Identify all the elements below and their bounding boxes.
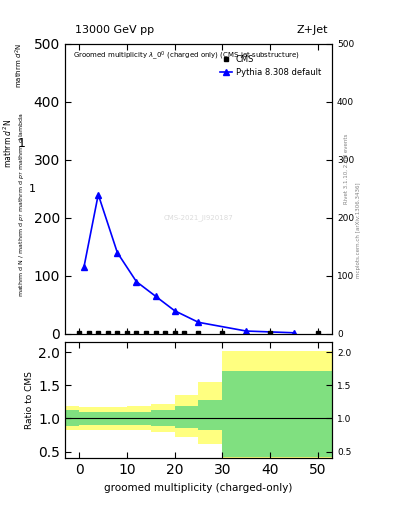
CMS	[143, 330, 148, 336]
Pythia 8.308 default	[172, 308, 177, 314]
Pythia 8.308 default	[292, 330, 296, 336]
CMS	[134, 330, 139, 336]
Pythia 8.308 default	[244, 328, 248, 334]
CMS	[268, 330, 272, 336]
Text: 1: 1	[29, 184, 36, 194]
Text: 13000 GeV pp: 13000 GeV pp	[75, 25, 154, 35]
CMS	[96, 330, 101, 336]
Text: 1: 1	[18, 137, 26, 150]
Line: CMS: CMS	[77, 330, 320, 335]
Y-axis label: Ratio to CMS: Ratio to CMS	[25, 371, 34, 429]
CMS	[220, 330, 225, 336]
CMS	[115, 330, 120, 336]
CMS	[125, 330, 129, 336]
Text: CMS-2021_JI920187: CMS-2021_JI920187	[163, 215, 233, 221]
Pythia 8.308 default	[153, 293, 158, 299]
Text: mathrm $d^2$N: mathrm $d^2$N	[14, 44, 25, 89]
Legend: CMS, Pythia 8.308 default: CMS, Pythia 8.308 default	[218, 53, 323, 79]
Pythia 8.308 default	[82, 264, 86, 270]
Pythia 8.308 default	[115, 249, 120, 255]
Text: mcplots.cern.ch [arXiv:1306.3436]: mcplots.cern.ch [arXiv:1306.3436]	[356, 183, 361, 278]
Text: Groomed multiplicity $\lambda$_0$^0$ (charged only) (CMS jet substructure): Groomed multiplicity $\lambda$_0$^0$ (ch…	[73, 49, 300, 62]
Text: mathrm $d^2$N: mathrm $d^2$N	[2, 119, 14, 168]
CMS	[77, 330, 81, 336]
CMS	[182, 330, 187, 336]
Pythia 8.308 default	[134, 279, 139, 285]
Text: Z+Jet: Z+Jet	[297, 25, 328, 35]
CMS	[86, 330, 91, 336]
Text: Rivet 3.1.10, 2.6M events: Rivet 3.1.10, 2.6M events	[344, 134, 349, 204]
Line: Pythia 8.308 default: Pythia 8.308 default	[81, 191, 297, 336]
Pythia 8.308 default	[196, 319, 201, 326]
CMS	[153, 330, 158, 336]
CMS	[163, 330, 167, 336]
CMS	[316, 330, 320, 336]
CMS	[172, 330, 177, 336]
CMS	[105, 330, 110, 336]
X-axis label: groomed multiplicity (charged-only): groomed multiplicity (charged-only)	[104, 483, 293, 493]
CMS	[196, 330, 201, 336]
Text: mathrm d N / mathrm d $p_T$ mathrm d $p_T$ mathrm d lambda: mathrm d N / mathrm d $p_T$ mathrm d $p_…	[17, 112, 26, 297]
Pythia 8.308 default	[96, 191, 101, 198]
